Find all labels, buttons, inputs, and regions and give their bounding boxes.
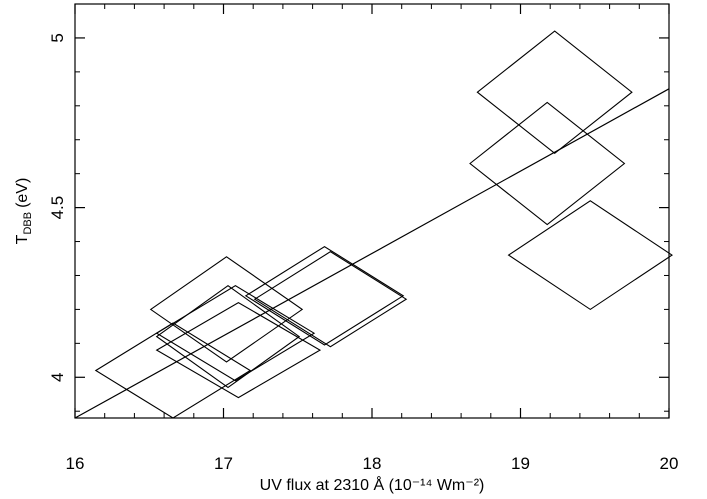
data-diamond xyxy=(94,322,252,419)
data-diamond xyxy=(476,30,633,155)
tick-labels: 16 17 18 19 20 4 4.5 5 xyxy=(48,33,678,473)
data-diamond xyxy=(155,285,301,389)
y-axis-label-main: T xyxy=(14,234,31,244)
x-tick-label: 19 xyxy=(511,454,530,473)
y-tick-label: 4.5 xyxy=(48,196,67,220)
data-diamond xyxy=(469,101,626,226)
data-diamond xyxy=(244,245,405,346)
axis-ticks xyxy=(74,3,670,418)
y-axis-label: TDBB (eV) xyxy=(14,178,34,245)
y-axis-label-unit: (eV) xyxy=(14,178,31,208)
y-tick-label: 5 xyxy=(48,33,67,42)
data-diamond xyxy=(253,251,408,348)
data-diamond xyxy=(507,200,673,311)
x-axis-label: UV flux at 2310 Å (10⁻¹⁴ Wm⁻²) xyxy=(260,475,485,494)
data-diamond xyxy=(155,285,316,382)
data-diamond xyxy=(149,256,304,363)
y-tick-label: 4 xyxy=(48,373,67,382)
x-tick-label: 20 xyxy=(660,454,679,473)
y-axis-label-sub: DBB xyxy=(22,212,34,235)
data-diamonds xyxy=(94,30,673,419)
plot-frame xyxy=(74,3,670,419)
data-diamond xyxy=(155,301,322,399)
x-tick-label: 17 xyxy=(214,454,233,473)
x-tick-label: 16 xyxy=(66,454,85,473)
fit-line xyxy=(74,88,670,419)
x-tick-label: 18 xyxy=(363,454,382,473)
